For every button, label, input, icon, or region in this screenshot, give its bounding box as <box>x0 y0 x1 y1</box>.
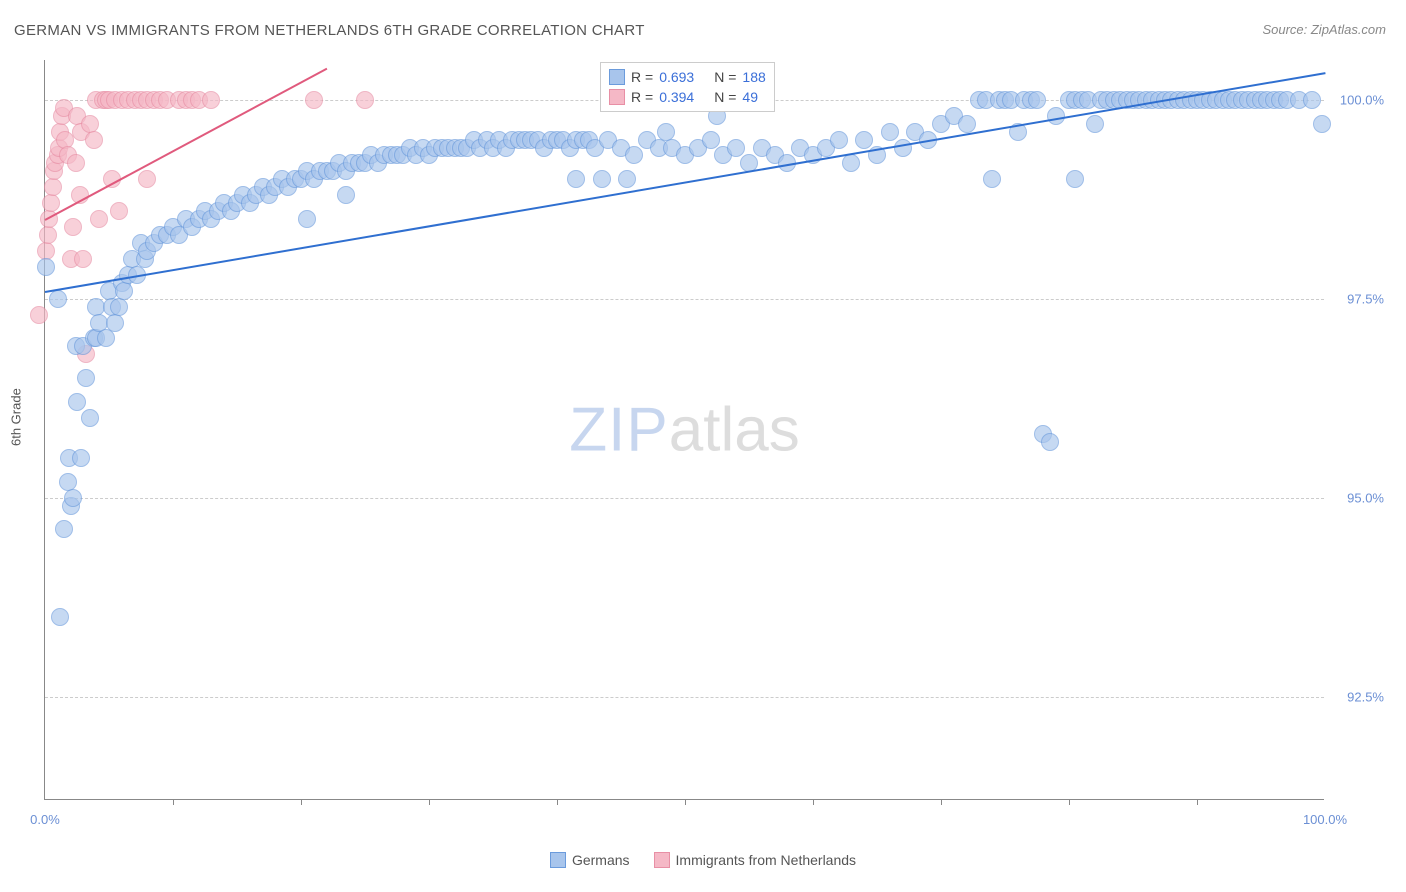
x-tick <box>1069 799 1070 805</box>
x-tick <box>557 799 558 805</box>
stat-r-value: 0.394 <box>659 89 694 105</box>
legend-label: Immigrants from Netherlands <box>676 852 857 868</box>
data-point <box>702 131 720 149</box>
data-point <box>983 170 1001 188</box>
data-point <box>138 170 156 188</box>
data-point <box>64 489 82 507</box>
legend-item: Immigrants from Netherlands <box>654 852 857 868</box>
stat-r-label: R = <box>631 89 653 105</box>
watermark-atlas: atlas <box>669 395 800 464</box>
data-point <box>202 91 220 109</box>
data-point <box>1313 115 1331 133</box>
x-tick <box>685 799 686 805</box>
data-point <box>625 146 643 164</box>
data-point <box>67 154 85 172</box>
source-attribution: Source: ZipAtlas.com <box>1262 22 1386 37</box>
watermark: ZIPatlas <box>569 394 799 465</box>
x-tick <box>941 799 942 805</box>
stat-swatch <box>609 89 625 105</box>
data-point <box>958 115 976 133</box>
data-point <box>30 306 48 324</box>
x-tick <box>429 799 430 805</box>
data-point <box>81 409 99 427</box>
data-point <box>68 393 86 411</box>
data-point <box>727 139 745 157</box>
data-point <box>1047 107 1065 125</box>
data-point <box>72 449 90 467</box>
data-point <box>356 91 374 109</box>
legend-label: Germans <box>572 852 630 868</box>
data-point <box>106 314 124 332</box>
stat-r-label: R = <box>631 69 653 85</box>
gridline-h <box>45 697 1324 698</box>
data-point <box>77 369 95 387</box>
stat-n-value: 49 <box>742 89 758 105</box>
stat-n-value: 188 <box>742 69 765 85</box>
x-tick <box>1197 799 1198 805</box>
legend-swatch <box>654 852 670 868</box>
data-point <box>298 210 316 228</box>
data-point <box>51 608 69 626</box>
x-tick <box>173 799 174 805</box>
statistics-box: R = 0.693 N = 188 R = 0.394 N = 49 <box>600 62 775 112</box>
plot-area: ZIPatlas 92.5%95.0%97.5%100.0%0.0%100.0% <box>44 60 1324 800</box>
data-point <box>1041 433 1059 451</box>
stat-n-label: N = <box>714 69 736 85</box>
data-point <box>830 131 848 149</box>
data-point <box>593 170 611 188</box>
y-tick-label: 100.0% <box>1340 92 1384 107</box>
data-point <box>618 170 636 188</box>
stat-row: R = 0.693 N = 188 <box>609 67 766 87</box>
data-point <box>85 131 103 149</box>
stat-r-value: 0.693 <box>659 69 694 85</box>
data-point <box>842 154 860 172</box>
source-link[interactable]: ZipAtlas.com <box>1311 22 1386 37</box>
stat-row: R = 0.394 N = 49 <box>609 87 766 107</box>
x-tick <box>813 799 814 805</box>
data-point <box>894 139 912 157</box>
y-axis-label: 6th Grade <box>9 388 24 446</box>
legend-item: Germans <box>550 852 630 868</box>
data-point <box>305 91 323 109</box>
data-point <box>39 226 57 244</box>
x-tick <box>301 799 302 805</box>
bottom-legend: Germans Immigrants from Netherlands <box>0 852 1406 868</box>
data-point <box>49 290 67 308</box>
data-point <box>1086 115 1104 133</box>
data-point <box>37 258 55 276</box>
data-point <box>110 298 128 316</box>
gridline-h <box>45 498 1324 499</box>
y-tick-label: 97.5% <box>1347 291 1384 306</box>
data-point <box>1066 170 1084 188</box>
data-point <box>855 131 873 149</box>
data-point <box>64 218 82 236</box>
x-tick-label: 0.0% <box>30 812 60 827</box>
data-point <box>44 178 62 196</box>
y-tick-label: 92.5% <box>1347 689 1384 704</box>
chart-title: GERMAN VS IMMIGRANTS FROM NETHERLANDS 6T… <box>14 22 645 39</box>
y-tick-label: 95.0% <box>1347 490 1384 505</box>
stat-swatch <box>609 69 625 85</box>
data-point <box>74 250 92 268</box>
data-point <box>881 123 899 141</box>
data-point <box>567 170 585 188</box>
stat-n-label: N = <box>714 89 736 105</box>
data-point <box>115 282 133 300</box>
data-point <box>55 520 73 538</box>
data-point <box>657 123 675 141</box>
x-tick-label: 100.0% <box>1303 812 1347 827</box>
data-point <box>1303 91 1321 109</box>
data-point <box>97 329 115 347</box>
data-point <box>1028 91 1046 109</box>
data-point <box>110 202 128 220</box>
legend-swatch <box>550 852 566 868</box>
gridline-h <box>45 299 1324 300</box>
source-label: Source: <box>1262 22 1310 37</box>
data-point <box>42 194 60 212</box>
data-point <box>90 210 108 228</box>
watermark-zip: ZIP <box>569 395 668 464</box>
data-point <box>337 186 355 204</box>
